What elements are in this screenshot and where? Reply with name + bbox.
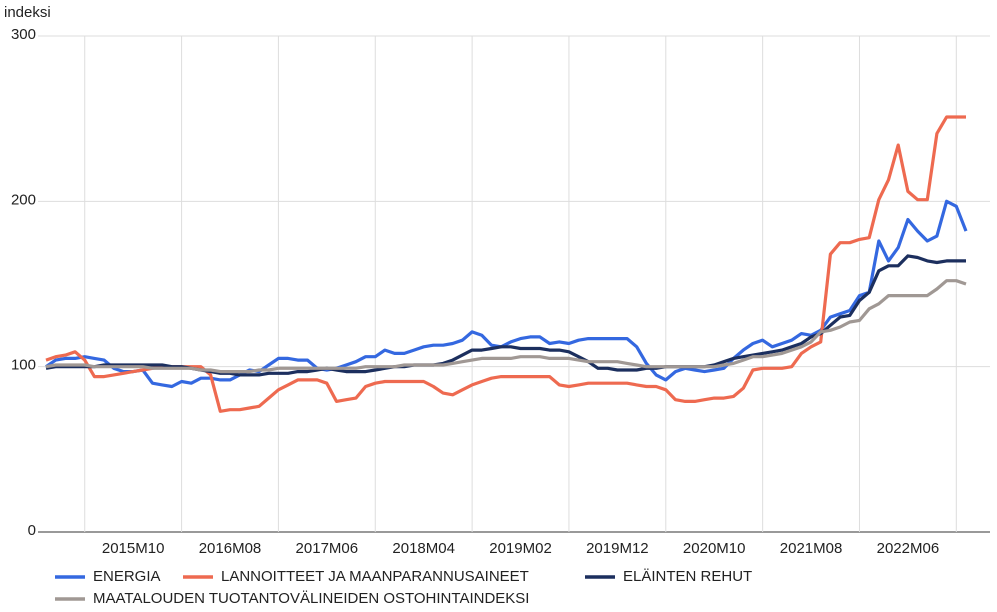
y-axis-label: indeksi <box>4 4 51 21</box>
legend-label: ENERGIA <box>93 568 161 585</box>
x-tick-label: 2019M12 <box>586 540 649 557</box>
y-tick-label: 0 <box>28 522 36 539</box>
y-tick-label: 300 <box>11 26 36 43</box>
x-tick-label: 2018M04 <box>392 540 455 557</box>
legend-label: LANNOITTEET JA MAANPARANNUSAINEET <box>221 568 529 585</box>
x-tick-label: 2017M06 <box>296 540 359 557</box>
x-tick-label: 2021M08 <box>780 540 843 557</box>
x-tick-label: 2016M08 <box>199 540 262 557</box>
data-line <box>45 199 968 389</box>
x-tick-label: 2022M06 <box>877 540 940 557</box>
x-tick-label: 2020M10 <box>683 540 746 557</box>
data-line <box>45 279 967 374</box>
x-tick-label: 2015M10 <box>102 540 165 557</box>
data-line <box>45 115 966 413</box>
x-tick-label: 2019M02 <box>489 540 552 557</box>
legend-label: MAATALOUDEN TUOTANTOVÄLINEIDEN OSTOHINTA… <box>93 590 529 607</box>
y-tick-label: 100 <box>11 357 36 374</box>
y-tick-label: 200 <box>11 191 36 208</box>
legend-label: ELÄINTEN REHUT <box>623 568 752 585</box>
